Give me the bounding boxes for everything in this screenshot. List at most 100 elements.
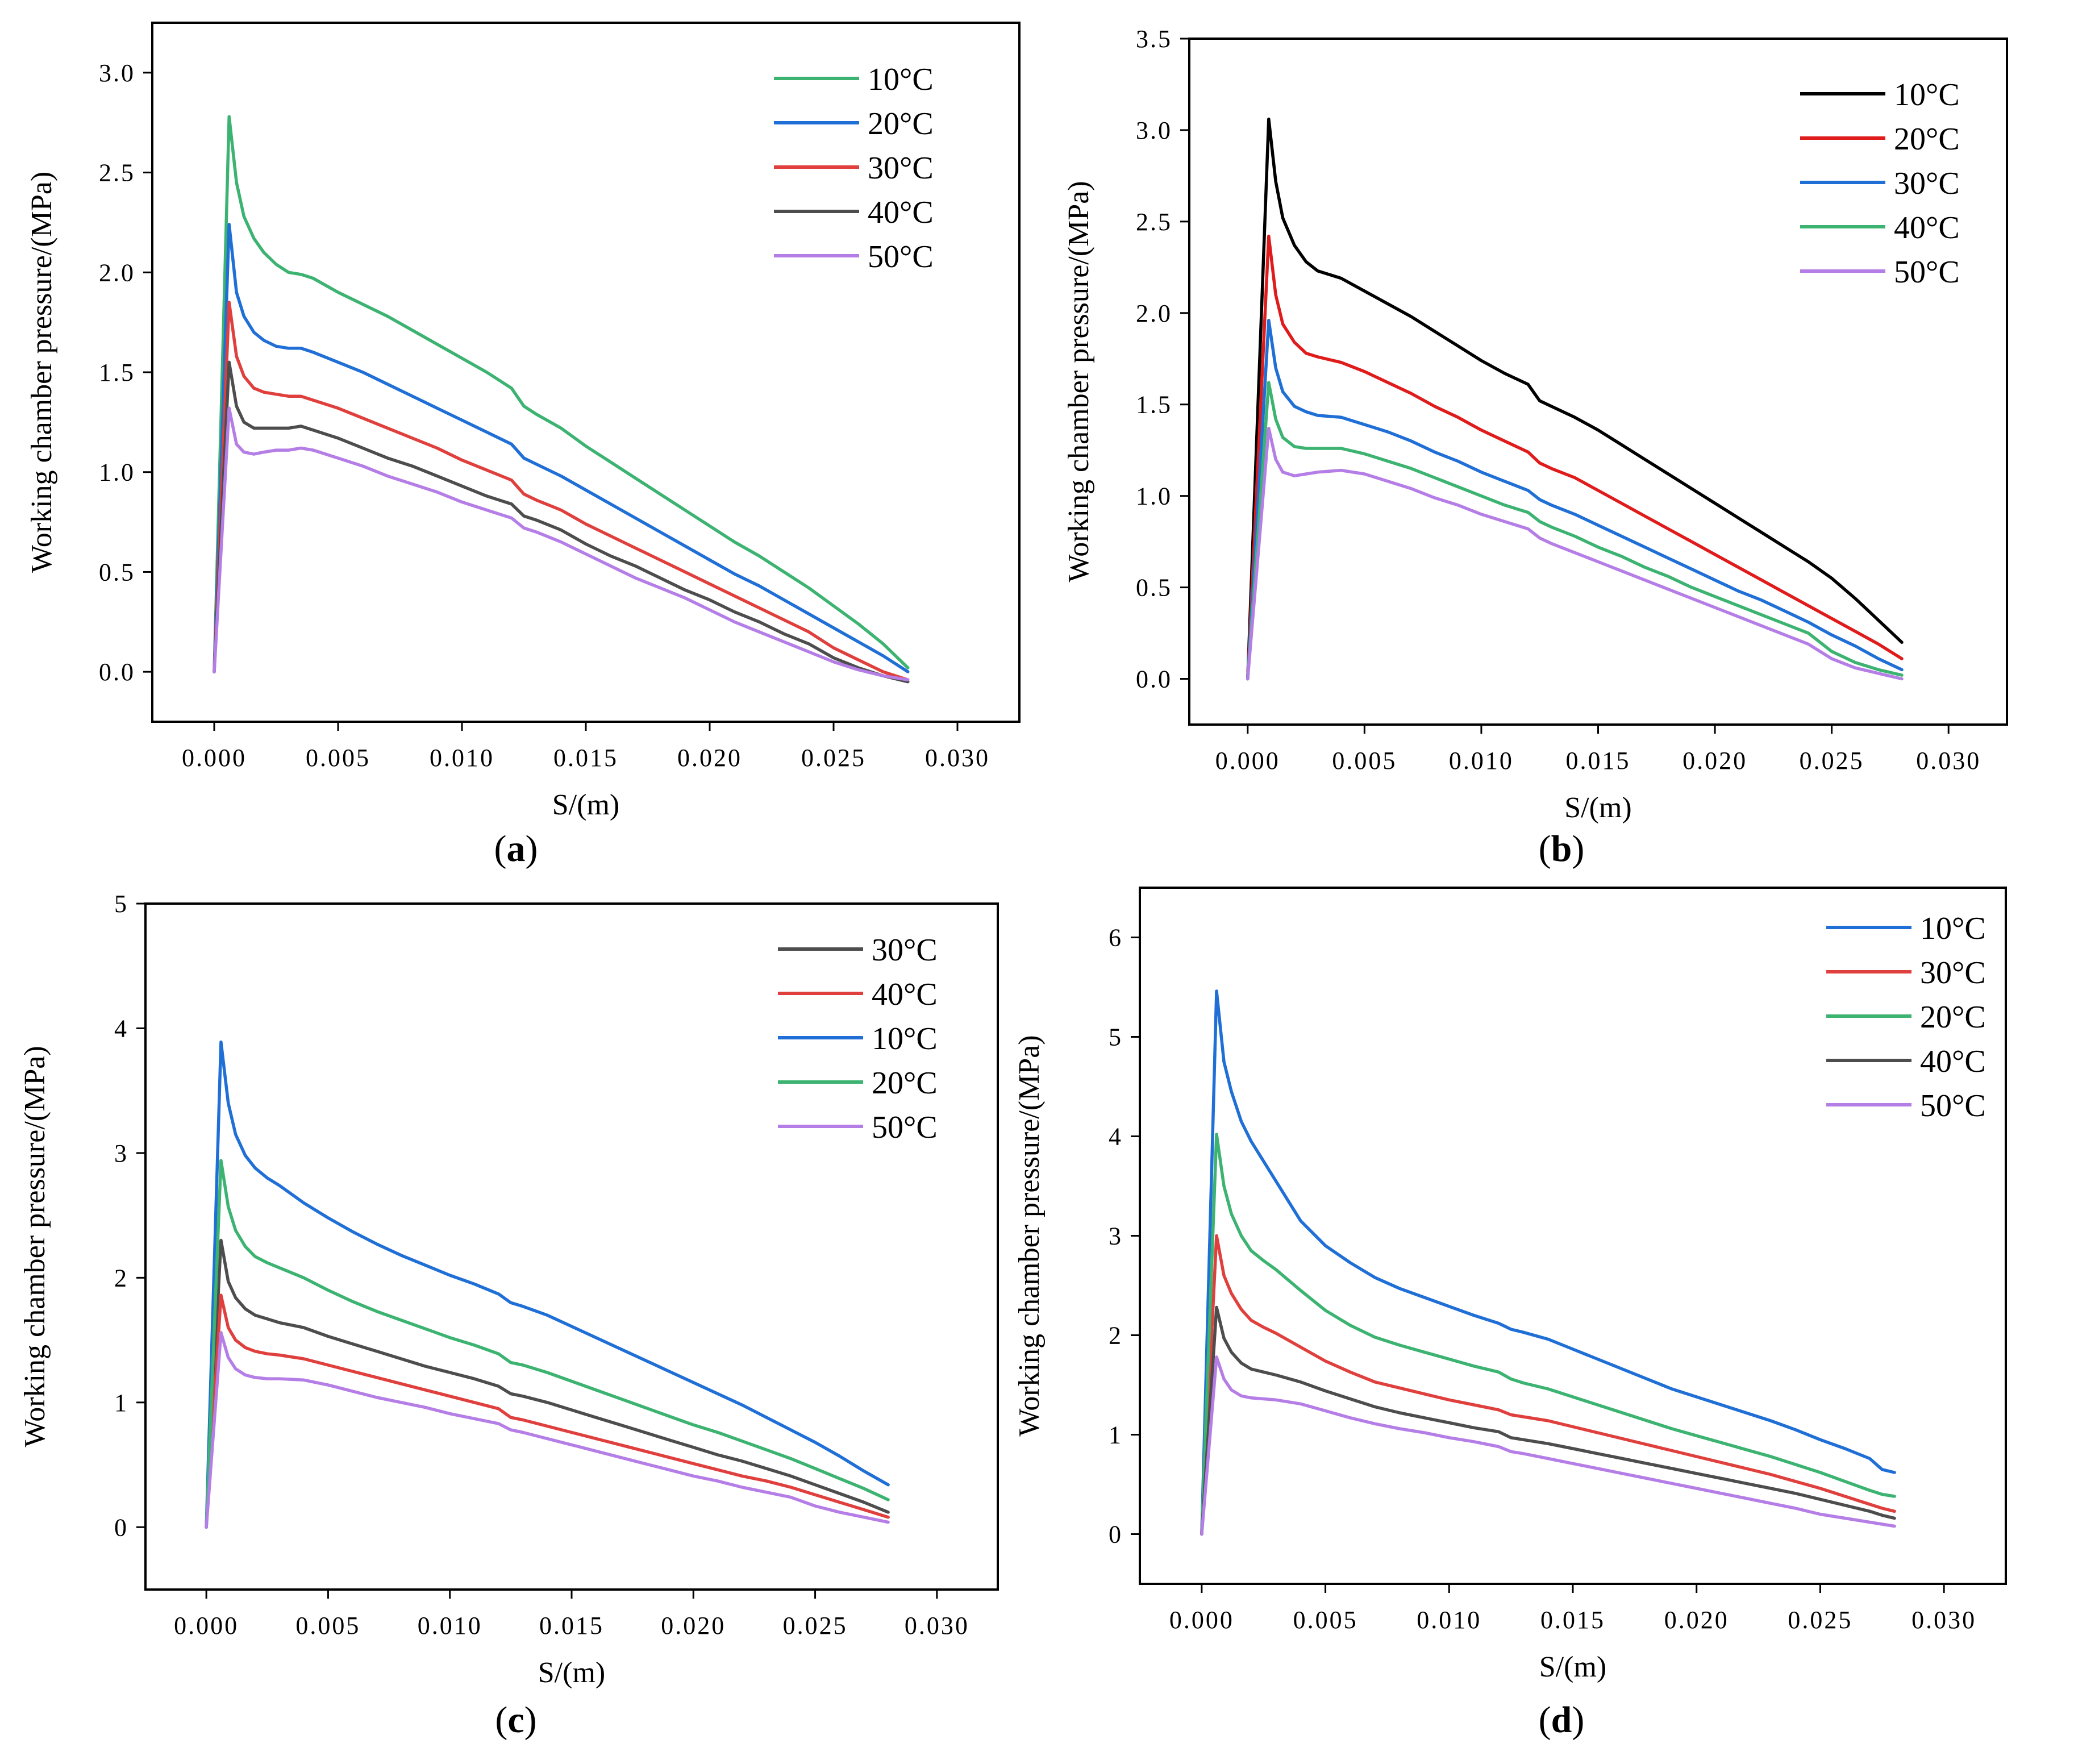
plot-frame (1139, 887, 2007, 1585)
x-tick-label: 0.020 (661, 1612, 726, 1640)
x-tick-label: 0.025 (1788, 1606, 1852, 1634)
series-line-1 (213, 115, 910, 673)
legend-label: 20°C (872, 1066, 938, 1101)
caption-part: ( (1539, 1699, 1551, 1741)
y-tick-label: 1.0 (1136, 482, 1172, 510)
y-tick-label: 4 (1109, 1123, 1123, 1151)
plot-frame (144, 902, 999, 1591)
y-tick-label: 2.0 (99, 259, 135, 286)
x-tick-label: 0.030 (905, 1612, 969, 1640)
legend-label: 40°C (1894, 210, 1960, 246)
plot-frame (1188, 38, 2008, 726)
series-line-4 (1246, 381, 1904, 681)
legend-label: 50°C (1920, 1088, 1986, 1124)
series-line-2 (1200, 1234, 1896, 1536)
x-tick-label: 0.000 (182, 744, 247, 772)
legend-label: 20°C (1894, 122, 1960, 157)
x-tick-label: 0.015 (1566, 747, 1631, 775)
caption-part: d (1551, 1699, 1572, 1741)
series-line-4 (1200, 1305, 1896, 1536)
panel-caption: (b) (1539, 828, 1585, 869)
legend: 10°C 30°C 20°C 40°C 50°C (1826, 911, 1986, 1124)
chart-panel-a: 0.000 0.005 0.010 0.015 0.020 0.025 0.030 0.0 0.… (26, 22, 1021, 869)
y-tick-label: 1 (114, 1389, 128, 1417)
x-tick-label: 0.025 (1800, 747, 1864, 775)
y-axis-title: Working chamber pressure/(MPa) (19, 1046, 51, 1447)
caption-part: ( (1539, 828, 1551, 869)
legend-label: 10°C (872, 1021, 938, 1056)
x-tick-label: 0.000 (1215, 747, 1280, 775)
series-line-5 (1200, 1355, 1896, 1536)
x-tick-label: 0.020 (1682, 747, 1747, 775)
y-tick-label: 4 (114, 1014, 128, 1042)
y-tick-label: 3.5 (1136, 25, 1172, 53)
series-line-5 (213, 406, 910, 681)
y-tick-label: 2 (114, 1264, 128, 1292)
series-line-3 (205, 1040, 890, 1529)
x-tick-label: 0.015 (1540, 1606, 1605, 1634)
y-tick-label: 5 (114, 890, 128, 918)
y-tick-label: 3 (114, 1139, 128, 1167)
x-tick-label: 0.030 (1916, 747, 1981, 775)
series-line-3 (1246, 318, 1904, 681)
x-axis-title: S/(m) (1564, 792, 1631, 824)
x-tick-label: 0.025 (801, 744, 866, 772)
legend-label: 50°C (868, 239, 934, 274)
y-tick-label: 2 (1109, 1322, 1123, 1350)
panel-caption: (d) (1539, 1699, 1585, 1741)
y-tick-label: 2.5 (1136, 208, 1172, 236)
caption-part: b (1551, 828, 1572, 869)
x-tick-label: 0.030 (925, 744, 990, 772)
caption-part: a (507, 828, 526, 869)
legend-label: 30°C (1894, 166, 1960, 201)
y-axis-title: Working chamber pressure/(MPa) (26, 172, 58, 573)
chart-panel-b: 0.000 0.005 0.010 0.015 0.020 0.025 0.030 0.0 0.… (1063, 25, 2008, 869)
series-line-2 (1246, 234, 1904, 681)
caption-part: ) (524, 1699, 537, 1741)
legend-label: 30°C (868, 151, 934, 186)
x-tick-label: 0.010 (430, 744, 494, 772)
caption-part: ) (526, 828, 538, 869)
x-axis-title: S/(m) (1539, 1651, 1606, 1683)
caption-part: ( (494, 828, 507, 869)
x-tick-label: 0.005 (295, 1612, 360, 1640)
y-tick-label: 3 (1109, 1222, 1123, 1250)
x-axis-title: S/(m) (538, 1657, 605, 1689)
legend-label: 40°C (868, 195, 934, 230)
legend-label: 50°C (1894, 255, 1960, 290)
series-line-5 (205, 1331, 890, 1529)
y-tick-label: 0.0 (1136, 665, 1172, 693)
x-tick-label: 0.020 (677, 744, 742, 772)
y-tick-label: 6 (1109, 924, 1123, 952)
panel-caption: (a) (494, 828, 538, 869)
series-line-5 (1246, 426, 1904, 681)
x-axis-title: S/(m) (552, 789, 619, 821)
legend: 10°C 20°C 30°C 40°C 50°C (1800, 77, 1960, 290)
y-tick-label: 1 (1109, 1421, 1123, 1449)
legend-label: 30°C (872, 933, 938, 968)
y-tick-label: 0 (1109, 1521, 1123, 1549)
x-tick-label: 0.000 (1169, 1606, 1234, 1634)
x-tick-label: 0.015 (553, 744, 618, 772)
y-tick-label: 1.5 (99, 359, 135, 386)
legend: 10°C 20°C 30°C 40°C 50°C (774, 62, 934, 274)
y-tick-label: 3.0 (99, 59, 135, 87)
x-tick-label: 0.010 (1449, 747, 1514, 775)
x-tick-label: 0.000 (174, 1612, 239, 1640)
caption-part: ( (495, 1699, 507, 1741)
legend-label: 50°C (872, 1110, 938, 1145)
panel-caption: (c) (495, 1699, 536, 1741)
x-tick-label: 0.010 (418, 1612, 482, 1640)
legend-label: 40°C (872, 977, 938, 1012)
legend-label: 20°C (1920, 1000, 1986, 1035)
x-tick-label: 0.030 (1911, 1606, 1976, 1634)
series-line-3 (1200, 1133, 1896, 1536)
x-tick-label: 0.005 (306, 744, 370, 772)
x-tick-label: 0.005 (1332, 747, 1397, 775)
chart-panel-c: 0.000 0.005 0.010 0.015 0.020 0.025 0.030 0 1 2 3 4… (19, 890, 999, 1741)
legend-label: 10°C (1894, 77, 1960, 113)
legend: 30°C 40°C 10°C 20°C 50°C (778, 933, 938, 1145)
x-tick-label: 0.025 (783, 1612, 848, 1640)
y-tick-label: 0 (114, 1513, 128, 1541)
